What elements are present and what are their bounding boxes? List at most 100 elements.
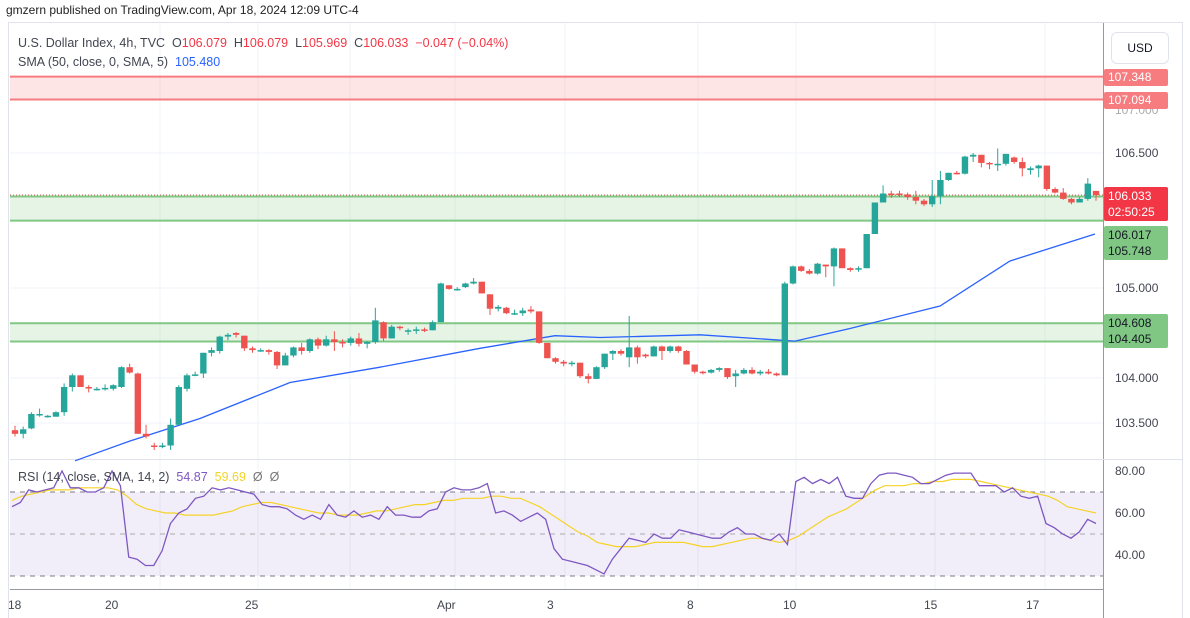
candle-body [822,264,829,267]
open-value: 106.079 [181,36,227,50]
candle-body [372,320,379,342]
candle-body [847,268,854,270]
candle-body [716,368,723,370]
candle-body [347,338,354,343]
candle-body [675,346,682,351]
candle-body [249,348,256,351]
candle-body [1092,190,1100,196]
candle-body [896,193,903,195]
candle-body [142,433,150,437]
candle-body [1035,165,1042,169]
candle-body [593,367,600,379]
candle-body [159,445,166,447]
candle-body [912,197,920,201]
candle-body [191,374,199,376]
close-value: 106.033 [363,36,409,50]
candle-body [642,354,649,357]
candle-body [1010,157,1018,162]
candle-body [60,387,68,413]
candle-body [208,350,215,353]
candle-body [1027,168,1034,171]
zone-support-2 [10,323,1103,342]
candle-body [445,285,453,289]
candle-body [421,329,428,331]
candle-body [282,355,289,366]
candle-body [257,350,264,352]
resistance-top-tag: 107.348 [1104,69,1168,86]
change-value: −0.047 (−0.04%) [415,36,509,50]
price-tick: 104.000 [1115,371,1159,385]
candle-body [1043,165,1051,189]
candle-body [781,283,789,376]
candle-body [454,288,461,291]
candle-body [1084,183,1092,199]
candle-body [1076,198,1083,203]
sma-label[interactable]: SMA (50, close, 0, SMA, 5) [18,55,169,69]
candle-body [241,335,248,349]
symbol-label[interactable]: U.S. Dollar Index, 4h, TVC [18,36,166,50]
candle-body [961,156,969,174]
candle-body [527,309,535,312]
candle-body [93,388,101,391]
candle-body [994,163,1001,166]
rsi-tick: 60.00 [1115,506,1146,520]
candle-body [544,342,551,359]
candle-body [773,373,780,376]
candle-body [151,445,158,447]
candle-body [732,373,739,377]
candle-body [626,347,633,358]
support2-tag: 104.608 104.405 [1104,314,1168,348]
na-value-2: Ø [269,470,280,484]
candle-body [306,339,314,351]
candle-body [691,364,698,372]
candle-body [871,202,879,234]
candle-body [290,347,297,356]
candle-body [814,263,821,274]
candle-body [888,193,895,195]
rsi-sma-value: 59.69 [214,470,246,484]
candle-body [552,358,559,362]
candle-body [863,234,870,269]
time-tick: 25 [245,598,259,612]
candle-body [576,362,584,377]
time-tick: 17 [1026,598,1040,612]
candle-body [28,414,35,429]
rsi-value: 54.87 [176,470,208,484]
candle-body [380,322,387,339]
rsi-label[interactable]: RSI (14, close, SMA, 14, 2) [18,470,170,484]
last-price-tag: 106.033 02:50:25 [1104,187,1168,221]
candle-body [568,362,576,365]
candle-body [110,385,117,389]
candle-body [929,196,936,205]
publisher-line: gmzern published on TradingView.com, Apr… [6,3,359,17]
candle-body [331,339,338,342]
rsi-tick: 40.00 [1115,548,1146,562]
candle-body [986,162,993,165]
bar-countdown: 02:50:25 [1108,205,1155,219]
candle-body [789,266,797,284]
candle-body [69,375,76,387]
candle-body [748,369,756,374]
candle-body [486,294,494,309]
currency-button[interactable]: USD [1111,32,1169,64]
candle-body [134,373,142,434]
time-tick: Apr [437,598,456,612]
candle-body [101,387,109,390]
time-tick: 18 [8,598,22,612]
candle-body [118,367,125,387]
candle-body [77,375,84,387]
rsi-legend: RSI (14, close, SMA, 14, 2) 54.87 59.69 … [18,470,279,484]
candle-body [765,371,772,374]
candle-body [585,376,592,379]
candle-body [462,283,469,288]
candle-body [167,424,174,446]
candle-body [879,193,887,203]
main-legend: U.S. Dollar Index, 4h, TVC O106.079 H106… [18,36,509,50]
time-tick: 8 [687,598,694,612]
candle-body [85,387,92,389]
candle-body [314,339,322,346]
candle-body [429,322,436,331]
candle-body [658,346,666,351]
candle-body [757,371,764,374]
